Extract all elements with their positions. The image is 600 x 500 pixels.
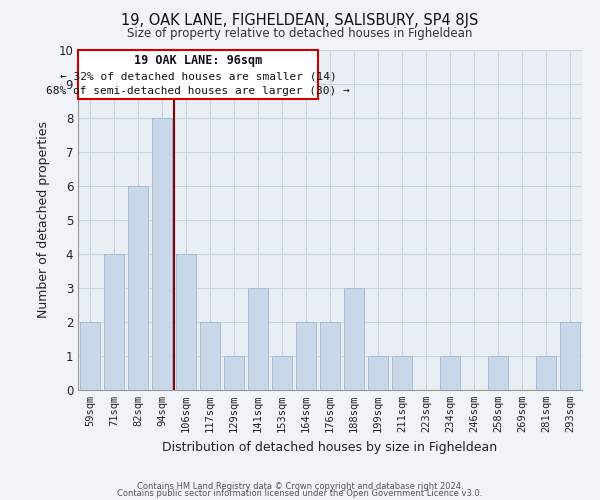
Bar <box>272 356 292 390</box>
Text: Size of property relative to detached houses in Figheldean: Size of property relative to detached ho… <box>127 28 473 40</box>
Y-axis label: Number of detached properties: Number of detached properties <box>37 122 50 318</box>
Bar <box>440 356 460 390</box>
Bar <box>536 356 556 390</box>
Bar <box>152 118 172 390</box>
Text: ← 32% of detached houses are smaller (14): ← 32% of detached houses are smaller (14… <box>59 72 337 82</box>
Bar <box>368 356 388 390</box>
Text: Contains HM Land Registry data © Crown copyright and database right 2024.: Contains HM Land Registry data © Crown c… <box>137 482 463 491</box>
Bar <box>78 50 318 100</box>
Bar <box>80 322 100 390</box>
Text: 68% of semi-detached houses are larger (30) →: 68% of semi-detached houses are larger (… <box>46 86 350 97</box>
Bar <box>176 254 196 390</box>
Bar <box>248 288 268 390</box>
Bar <box>104 254 124 390</box>
Bar <box>200 322 220 390</box>
Bar <box>488 356 508 390</box>
Bar <box>344 288 364 390</box>
Bar <box>560 322 580 390</box>
X-axis label: Distribution of detached houses by size in Figheldean: Distribution of detached houses by size … <box>163 440 497 454</box>
Bar <box>224 356 244 390</box>
Bar <box>392 356 412 390</box>
Bar <box>320 322 340 390</box>
Text: 19, OAK LANE, FIGHELDEAN, SALISBURY, SP4 8JS: 19, OAK LANE, FIGHELDEAN, SALISBURY, SP4… <box>121 12 479 28</box>
Text: 19 OAK LANE: 96sqm: 19 OAK LANE: 96sqm <box>134 54 262 68</box>
Bar <box>128 186 148 390</box>
Bar <box>296 322 316 390</box>
Text: Contains public sector information licensed under the Open Government Licence v3: Contains public sector information licen… <box>118 490 482 498</box>
